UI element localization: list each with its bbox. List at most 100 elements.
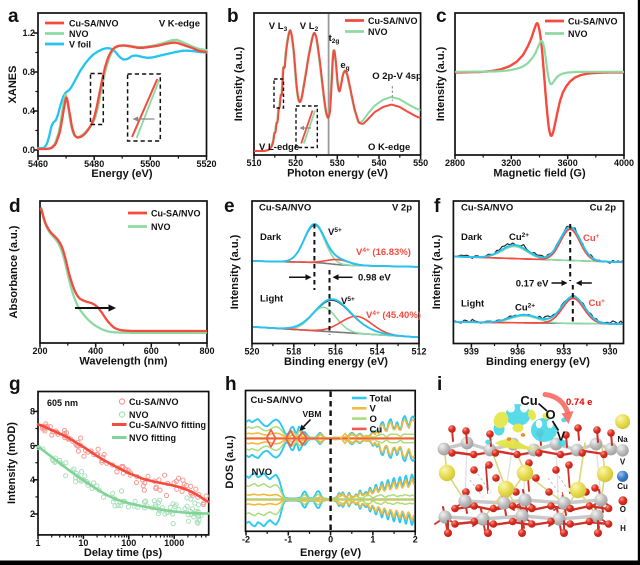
svg-text:VBM: VBM — [303, 409, 322, 419]
svg-text:e: e — [224, 196, 235, 217]
svg-text:V5+: V5+ — [328, 227, 342, 238]
svg-text:520: 520 — [244, 347, 259, 357]
svg-text:Total: Total — [370, 393, 392, 404]
svg-text:Intensity (mOD): Intensity (mOD) — [6, 422, 18, 504]
svg-text:510: 510 — [246, 158, 261, 168]
svg-text:f: f — [434, 196, 441, 217]
svg-text:Dark: Dark — [461, 232, 483, 243]
svg-text:Cu-SA/NVO: Cu-SA/NVO — [251, 395, 303, 406]
svg-text:0.17 eV: 0.17 eV — [516, 279, 549, 290]
svg-text:d: d — [9, 196, 21, 217]
svg-text:NVO: NVO — [568, 29, 588, 39]
svg-text:Absorbance (a.u.): Absorbance (a.u.) — [8, 225, 20, 318]
svg-text:516: 516 — [328, 347, 343, 357]
svg-text:Cu: Cu — [370, 424, 383, 435]
svg-text:Cu+: Cu+ — [589, 298, 606, 309]
svg-text:V L2: V L2 — [300, 21, 319, 33]
svg-text:Intensity (a.u.): Intensity (a.u.) — [229, 234, 241, 309]
svg-text:Cu-SA/NVO: Cu-SA/NVO — [69, 19, 119, 29]
svg-text:Energy (eV): Energy (eV) — [91, 168, 152, 180]
svg-text:939: 939 — [464, 347, 479, 357]
svg-text:Cu-SA/NVO: Cu-SA/NVO — [368, 16, 418, 26]
svg-text:c: c — [436, 6, 447, 27]
svg-text:5500: 5500 — [140, 159, 160, 169]
svg-text:Cu-SA/NVO: Cu-SA/NVO — [129, 397, 179, 407]
svg-text:Cu-SA/NVO: Cu-SA/NVO — [461, 203, 513, 214]
svg-text:H: H — [620, 524, 626, 533]
svg-text:NVO: NVO — [151, 222, 171, 232]
svg-text:Cu-SA/NVO fitting: Cu-SA/NVO fitting — [129, 420, 206, 430]
svg-text:936: 936 — [510, 347, 525, 357]
svg-text:550: 550 — [413, 158, 428, 168]
svg-text:Intensity (a.u.): Intensity (a.u.) — [431, 234, 443, 309]
svg-text:-2: -2 — [242, 534, 250, 544]
svg-text:Cu: Cu — [520, 393, 537, 408]
svg-text:0.74 e: 0.74 e — [566, 397, 592, 408]
svg-text:Cu2+: Cu2+ — [509, 232, 529, 243]
svg-text:0: 0 — [328, 534, 333, 544]
svg-text:O: O — [620, 505, 626, 514]
svg-text:5460: 5460 — [28, 159, 48, 169]
svg-text:O 2p-V 4sp: O 2p-V 4sp — [372, 71, 422, 82]
svg-text:DOS (a.u.): DOS (a.u.) — [224, 435, 236, 489]
svg-text:Dark: Dark — [260, 232, 282, 243]
svg-text:Na: Na — [617, 435, 628, 444]
svg-text:5520: 5520 — [196, 159, 216, 169]
svg-text:200: 200 — [32, 346, 47, 356]
svg-text:O: O — [545, 407, 555, 422]
svg-text:V: V — [370, 404, 377, 415]
svg-text:Light: Light — [260, 294, 284, 305]
svg-text:100: 100 — [121, 538, 136, 548]
svg-text:520: 520 — [288, 158, 303, 168]
svg-text:0.4: 0.4 — [22, 106, 35, 116]
svg-text:0.0: 0.0 — [22, 145, 35, 155]
svg-text:eg: eg — [340, 60, 349, 72]
svg-text:530: 530 — [330, 158, 345, 168]
svg-text:O: O — [370, 414, 377, 425]
svg-text:g: g — [9, 374, 21, 395]
svg-text:10: 10 — [78, 538, 88, 548]
svg-text:5480: 5480 — [84, 159, 104, 169]
svg-text:3200: 3200 — [501, 158, 521, 168]
svg-text:h: h — [225, 374, 237, 395]
svg-text:1.2: 1.2 — [22, 28, 35, 38]
svg-text:Cu 2p: Cu 2p — [590, 203, 617, 214]
svg-text:Cu+: Cu+ — [583, 233, 600, 244]
svg-text:V4+ (16.83%): V4+ (16.83%) — [356, 247, 411, 258]
svg-text:i: i — [437, 374, 442, 395]
svg-text:2: 2 — [413, 534, 418, 544]
svg-text:Energy (eV): Energy (eV) — [300, 547, 361, 559]
svg-text:O K-edge: O K-edge — [368, 142, 410, 153]
svg-text:t2g: t2g — [329, 33, 340, 45]
svg-text:V L3: V L3 — [269, 21, 288, 33]
svg-text:605 nm: 605 nm — [47, 398, 78, 408]
svg-text:Cu-SA/NVO: Cu-SA/NVO — [151, 209, 201, 219]
svg-text:Intensity (a.u.): Intensity (a.u.) — [435, 46, 447, 121]
svg-text:514: 514 — [370, 347, 385, 357]
svg-text:Cu-SA/NVO: Cu-SA/NVO — [259, 203, 311, 214]
svg-text:V 2p: V 2p — [392, 203, 412, 214]
svg-text:Light: Light — [461, 299, 485, 310]
svg-text:V foil: V foil — [69, 40, 91, 50]
svg-text:1: 1 — [370, 534, 375, 544]
svg-text:4: 4 — [30, 475, 35, 485]
svg-text:930: 930 — [602, 347, 617, 357]
svg-text:1: 1 — [35, 538, 40, 548]
svg-text:NVO: NVO — [252, 467, 273, 478]
svg-text:6: 6 — [30, 441, 35, 451]
svg-text:Magnetic field (G): Magnetic field (G) — [493, 168, 586, 180]
svg-text:Cu2+: Cu2+ — [515, 303, 535, 314]
svg-text:V4+ (45.40%): V4+ (45.40%) — [366, 310, 421, 321]
svg-text:NVO: NVO — [69, 29, 89, 39]
svg-text:2800: 2800 — [445, 158, 465, 168]
svg-text:400: 400 — [88, 346, 103, 356]
svg-text:V K-edge: V K-edge — [159, 19, 200, 30]
svg-text:Cu-SA/NVO: Cu-SA/NVO — [568, 17, 618, 27]
svg-text:NVO fitting: NVO fitting — [129, 433, 176, 443]
svg-text:V5+: V5+ — [341, 296, 355, 307]
svg-text:V: V — [620, 458, 626, 467]
svg-text:4000: 4000 — [614, 158, 634, 168]
svg-text:V: V — [557, 429, 566, 444]
svg-text:600: 600 — [144, 346, 159, 356]
svg-text:800: 800 — [199, 346, 214, 356]
